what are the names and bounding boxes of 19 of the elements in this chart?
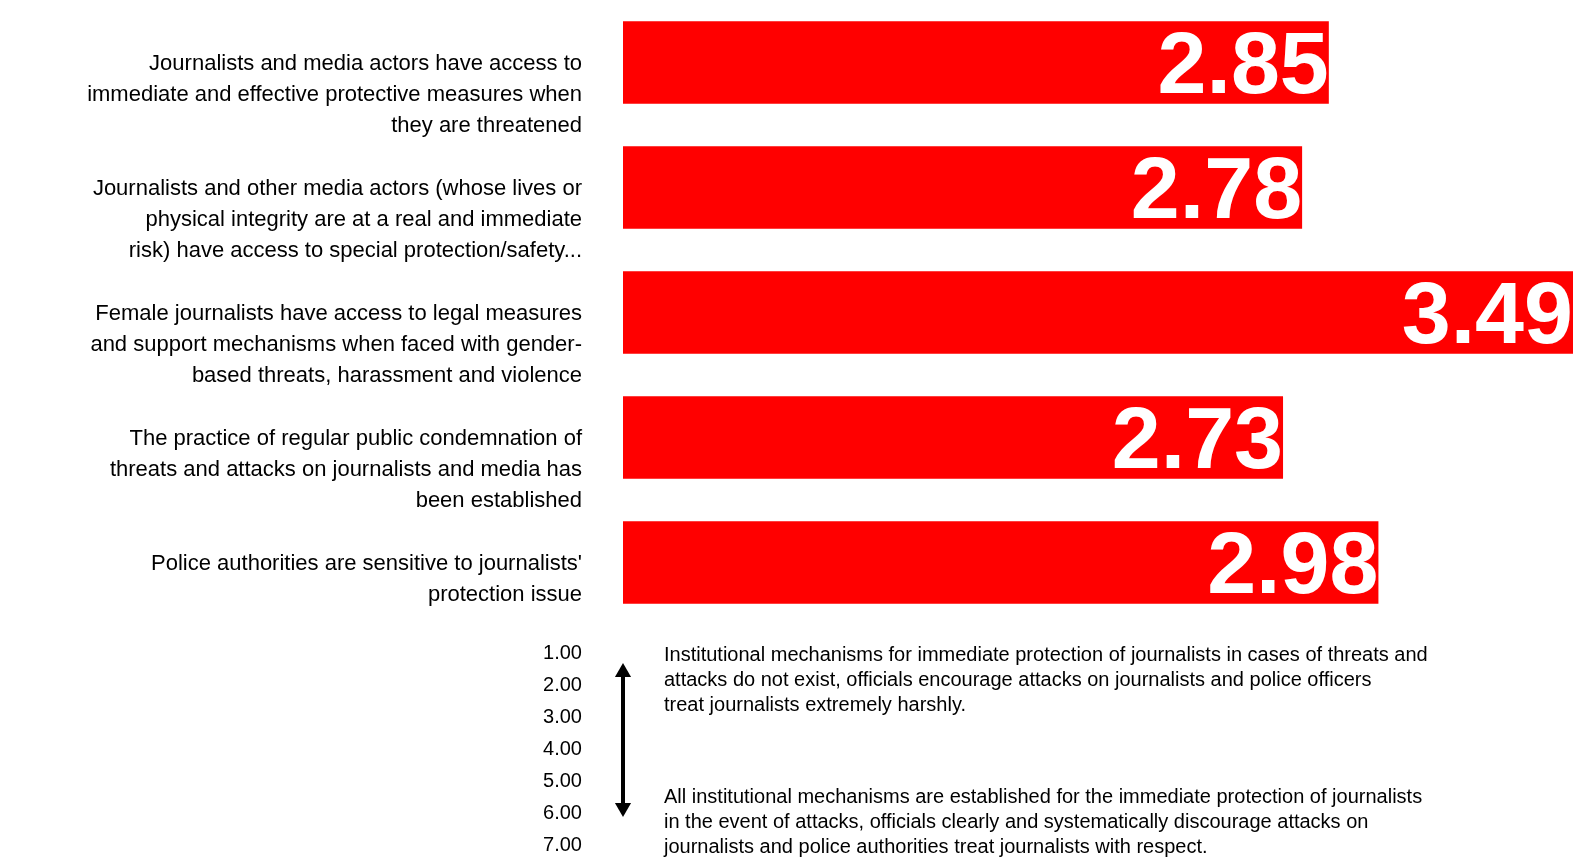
text: 4.00: [543, 737, 582, 759]
text: 6.00: [543, 801, 582, 823]
data-label: 3.49: [1401, 262, 1573, 362]
y-tick-label: Police authorities are sensitive to journalists' protection issue: [151, 549, 582, 606]
y-tick-label: The practice of regular public condemnation of threats and attacks on journalists and media has been established: [109, 424, 583, 512]
text: 5.00: [543, 769, 582, 791]
data-label: 2.98: [1207, 512, 1379, 612]
data-label: 2.78: [1130, 137, 1303, 237]
text: 3.00: [543, 705, 582, 727]
text: 7.00: [543, 833, 582, 855]
annotation: Institutional mechanisms for immediate protection of journalists in cases of threats and attacks do not exist, officials encourage attacks on journalists and police officers treat journalists extremely harshly.: [664, 643, 1428, 715]
text: All institutional mechanisms are established for the immediate protection of journalists in the event of attacks, officials clearly and systematically discourage attacks on journalists and police authorities treat journalists with respect.: [663, 785, 1423, 857]
text: 2.00: [543, 673, 582, 695]
y-tick-label: Female journalists have access to legal measures and support mechanisms when faced with gender-based threats, harassment and violence: [90, 299, 582, 387]
data-label: 2.73: [1111, 387, 1284, 487]
y-tick-label: Journalists and media actors have access to immediate and effective protective measures when they are threatened: [87, 49, 582, 137]
data-label: 2.85: [1157, 12, 1329, 112]
text: 1.00: [543, 641, 582, 663]
y-tick-label: Journalists and other media actors (whose lives or physical integrity are at a real and immediate risk) have access to special protection/safety...: [92, 174, 582, 262]
